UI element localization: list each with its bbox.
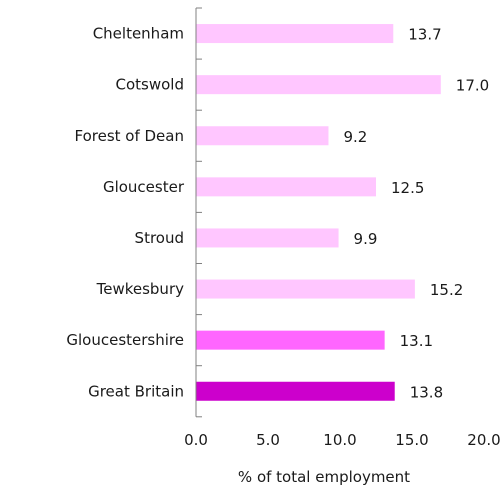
value-label: 17.0 xyxy=(456,77,489,95)
category-label: Cotswold xyxy=(116,76,184,94)
value-label: 13.8 xyxy=(410,383,443,401)
bars-group xyxy=(196,24,441,401)
x-axis-ticks: 0.0 5.0 10.0 15.0 20.0 xyxy=(184,431,501,449)
value-label: 12.5 xyxy=(391,179,424,197)
value-label: 13.1 xyxy=(400,332,433,350)
category-label: Great Britain xyxy=(88,382,184,400)
category-label: Tewkesbury xyxy=(96,280,185,298)
bar-stroud xyxy=(196,228,339,248)
value-labels: 13.7 17.0 9.2 12.5 9.9 15.2 13.1 13.8 xyxy=(343,26,489,402)
category-label: Gloucester xyxy=(103,178,185,196)
category-labels: Cheltenham Cotswold Forest of Dean Gloucest… xyxy=(66,25,184,401)
value-label: 13.7 xyxy=(408,26,441,44)
category-label: Cheltenham xyxy=(93,25,184,43)
value-label: 9.2 xyxy=(343,128,367,146)
value-label: 15.2 xyxy=(430,281,463,299)
category-label: Stroud xyxy=(135,229,184,247)
bar-forest-of-dean xyxy=(196,126,329,146)
category-label: Forest of Dean xyxy=(74,127,184,145)
bar-gloucester xyxy=(196,177,376,197)
x-tick-label: 0.0 xyxy=(184,431,208,449)
value-label: 9.9 xyxy=(354,230,378,248)
x-axis-title: % of total employment xyxy=(238,468,410,486)
bar-cheltenham xyxy=(196,24,394,44)
x-tick-label: 20.0 xyxy=(467,431,500,449)
bar-tewkesbury xyxy=(196,279,415,299)
y-axis xyxy=(195,7,202,418)
bar-great-britain xyxy=(196,381,395,401)
x-tick-label: 15.0 xyxy=(395,431,428,449)
category-label: Gloucestershire xyxy=(66,331,184,349)
bar-cotswold xyxy=(196,75,441,95)
bar-gloucestershire xyxy=(196,330,385,350)
x-tick-label: 5.0 xyxy=(256,431,280,449)
x-tick-label: 10.0 xyxy=(323,431,356,449)
